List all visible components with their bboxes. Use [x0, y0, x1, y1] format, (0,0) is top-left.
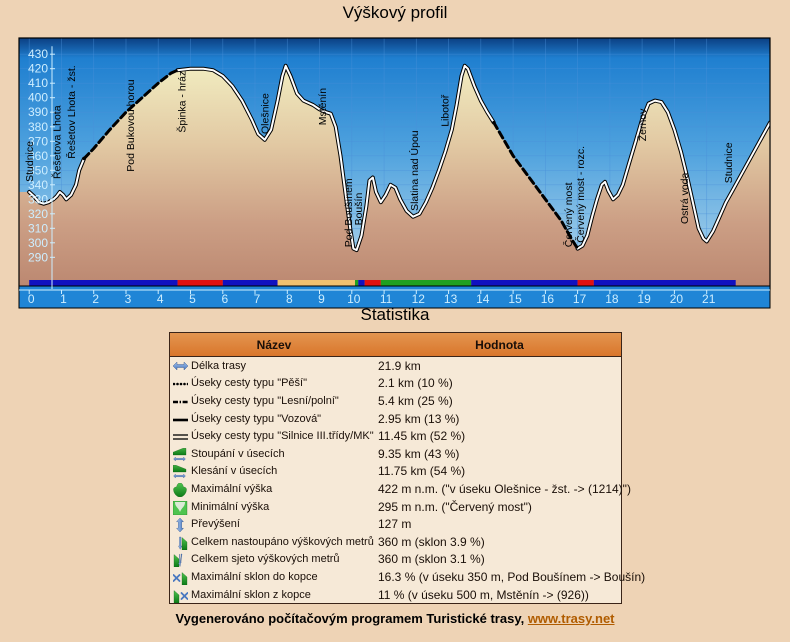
- svg-text:18: 18: [605, 292, 619, 306]
- svg-text:290: 290: [28, 250, 48, 264]
- svg-text:410: 410: [28, 76, 48, 90]
- svg-text:Špinka - hráz: Špinka - hráz: [176, 71, 189, 133]
- svg-text:1: 1: [60, 292, 67, 306]
- svg-text:390: 390: [28, 105, 48, 119]
- svg-text:Slatina nad Úpou: Slatina nad Úpou: [408, 130, 421, 211]
- svg-text:430: 430: [28, 47, 48, 61]
- svg-text:8: 8: [286, 292, 293, 306]
- svg-text:Červený most - rozc.: Červený most - rozc.: [574, 146, 587, 243]
- svg-text:0: 0: [28, 292, 35, 306]
- svg-text:17: 17: [573, 292, 587, 306]
- svg-text:5: 5: [189, 292, 196, 306]
- svg-text:400: 400: [28, 91, 48, 105]
- svg-text:13: 13: [444, 292, 458, 306]
- svg-text:380: 380: [28, 120, 48, 134]
- svg-text:Řešetova Lhota: Řešetova Lhota: [51, 105, 64, 179]
- svg-text:Mstěnín: Mstěnín: [317, 88, 329, 126]
- svg-text:Studnice: Studnice: [24, 141, 36, 182]
- svg-text:Studnice: Studnice: [723, 142, 735, 183]
- svg-text:420: 420: [28, 62, 48, 76]
- svg-text:21: 21: [702, 292, 716, 306]
- svg-text:20: 20: [670, 292, 684, 306]
- svg-text:Ostrá voda: Ostrá voda: [679, 172, 691, 224]
- svg-text:2: 2: [92, 292, 99, 306]
- svg-text:9: 9: [318, 292, 325, 306]
- svg-text:14: 14: [476, 292, 490, 306]
- svg-text:Řešetov Lhota - žst.: Řešetov Lhota - žst.: [65, 65, 78, 158]
- svg-text:11: 11: [380, 292, 393, 306]
- svg-text:12: 12: [412, 292, 426, 306]
- svg-text:19: 19: [637, 292, 651, 306]
- svg-text:Červený most: Červený most: [562, 182, 575, 247]
- svg-text:330: 330: [28, 192, 48, 206]
- svg-text:300: 300: [28, 236, 48, 250]
- svg-text:6: 6: [221, 292, 228, 306]
- svg-text:7: 7: [254, 292, 261, 306]
- svg-text:Libotoř: Libotoř: [440, 94, 452, 127]
- svg-text:16: 16: [541, 292, 555, 306]
- svg-text:3: 3: [125, 292, 132, 306]
- svg-text:4: 4: [157, 292, 164, 306]
- svg-text:320: 320: [28, 207, 48, 221]
- svg-text:15: 15: [508, 292, 522, 306]
- svg-text:Olešnice: Olešnice: [260, 93, 272, 134]
- svg-text:Žernov: Žernov: [636, 108, 649, 141]
- svg-text:Boušín: Boušín: [353, 193, 365, 226]
- svg-text:Pod Bukovou horou: Pod Bukovou horou: [125, 79, 137, 171]
- svg-text:10: 10: [347, 292, 361, 306]
- svg-text:310: 310: [28, 221, 48, 235]
